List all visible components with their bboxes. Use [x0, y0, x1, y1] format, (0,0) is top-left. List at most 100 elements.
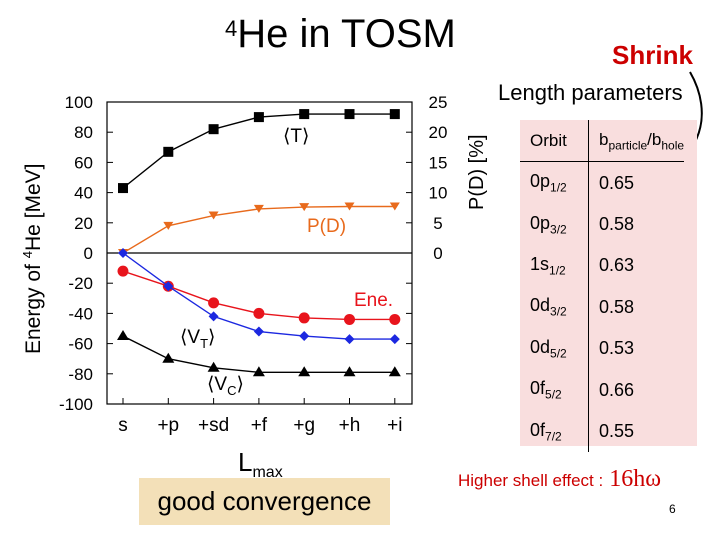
- data-point: [298, 312, 310, 324]
- table-row: 0p1/2 0.65: [520, 161, 684, 204]
- series-label-VT: ⟨VT⟩: [180, 327, 215, 351]
- page-number: 6: [669, 502, 676, 516]
- y-tick-label: 0: [84, 244, 93, 263]
- data-point: [253, 112, 264, 123]
- data-point: [163, 221, 174, 230]
- data-point: [117, 330, 129, 341]
- data-point: [208, 124, 219, 135]
- data-point: [207, 361, 220, 372]
- orbit-cell: 0f7/2: [520, 410, 589, 453]
- data-point: [299, 203, 310, 212]
- value-cell: 0.55: [599, 420, 635, 441]
- length-parameters-label: Length parameters: [498, 80, 683, 105]
- x-tick-label: +sd: [198, 415, 229, 436]
- higher-shell-note: Higher shell effect :16hω: [458, 466, 662, 492]
- y2-tick-label: 0: [433, 244, 442, 263]
- data-point: [389, 109, 400, 120]
- data-point: [388, 366, 401, 377]
- orbit-cell: 0d5/2: [520, 327, 589, 370]
- y-tick-label: -20: [68, 274, 93, 293]
- data-point: [253, 326, 264, 337]
- data-point: [252, 366, 265, 377]
- y-tick-label: -60: [68, 335, 93, 354]
- header-orbit: Orbit: [520, 120, 589, 163]
- y2-tick-label: 10: [429, 184, 448, 203]
- data-point: [343, 366, 356, 377]
- slide-title: 4He in TOSM: [225, 12, 456, 56]
- data-point: [208, 297, 220, 309]
- y2-tick-label: 5: [433, 214, 442, 233]
- data-point: [344, 313, 355, 325]
- y2-tick-label: 25: [429, 93, 448, 112]
- table-header-row: Orbit bparticle/bhole: [520, 120, 685, 163]
- data-point: [118, 248, 128, 258]
- x-axis-label: Lmax: [238, 447, 283, 482]
- chart-marks: 100 80 60 40 20 0 -20 -40 -60 -80 -100 25 20 15 10 5 0 s +…: [59, 93, 447, 436]
- y-tick-label: 20: [74, 214, 93, 233]
- data-point: [253, 307, 265, 319]
- y2-axis-label: P(D) [%]: [466, 134, 488, 210]
- shrink-label: Shrink: [612, 40, 693, 70]
- table-row: 0d3/2 0.58: [520, 286, 684, 328]
- table-row: 0p3/2 0.58: [520, 203, 684, 246]
- y2-tick-label: 20: [429, 123, 448, 142]
- value-cell: 0.53: [599, 338, 635, 359]
- data-point: [389, 334, 400, 345]
- data-point: [208, 311, 219, 322]
- orbit-cell: 1s1/2: [520, 245, 589, 287]
- y-tick-label: -40: [68, 304, 93, 323]
- value-cell: 0.66: [599, 379, 635, 400]
- series-label-Ene: Ene.: [354, 290, 393, 311]
- orbit-cell: 0p3/2: [520, 203, 589, 246]
- series-label-T: ⟨T⟩: [283, 126, 309, 147]
- table-row: 1s1/2 0.63: [520, 245, 684, 287]
- x-tick-label: +h: [339, 415, 361, 436]
- x-tick-label: s: [118, 415, 128, 436]
- data-point: [299, 331, 310, 342]
- y-tick-label: 80: [74, 123, 93, 142]
- y-tick-label: -80: [68, 365, 93, 384]
- data-point: [163, 281, 174, 292]
- data-point: [208, 211, 219, 220]
- table-row: 0f7/2 0.55: [520, 410, 684, 453]
- value-cell: 0.58: [599, 296, 635, 317]
- x-tick-label: +i: [387, 415, 402, 436]
- table-row: 0f5/2 0.66: [520, 369, 684, 411]
- orbit-cell: 0f5/2: [520, 369, 589, 411]
- y-tick-label: 60: [74, 153, 93, 172]
- data-point: [118, 183, 128, 194]
- orbit-cell: 0d3/2: [520, 286, 589, 328]
- x-tick-label: +p: [157, 415, 179, 436]
- data-point: [344, 334, 355, 345]
- length-parameter-table: Orbit bparticle/bhole 0p1/2 0.65 0p3/2 0…: [520, 120, 685, 453]
- y-axis-label: Energy of 4He [MeV]: [20, 164, 45, 355]
- data-point: [344, 109, 355, 120]
- y2-tick-label: 15: [429, 153, 448, 172]
- data-point: [117, 265, 129, 277]
- value-cell: 0.58: [599, 213, 635, 234]
- value-cell: 0.63: [599, 255, 635, 276]
- data-point: [298, 366, 311, 377]
- data-point: [253, 204, 264, 213]
- table-row: 0d5/2 0.53: [520, 327, 684, 370]
- value-cell: 0.65: [599, 172, 635, 193]
- series-line-1: [122, 205, 395, 254]
- header-ratio: bparticle/bhole: [588, 120, 685, 163]
- x-tick-label: +f: [251, 415, 268, 436]
- series-label-PD: P(D): [307, 216, 346, 237]
- orbit-cell: 0p1/2: [520, 161, 589, 204]
- x-tick-label: +g: [293, 415, 315, 436]
- data-point: [162, 352, 175, 363]
- good-convergence-box: good convergence: [139, 478, 390, 525]
- higher-shell-value: 16hω: [609, 466, 662, 492]
- y-tick-label: 100: [65, 93, 93, 112]
- y-tick-label: 40: [74, 184, 93, 203]
- y-tick-label: -100: [59, 395, 93, 414]
- series-label-VC: ⟨VC⟩: [207, 374, 244, 398]
- data-point: [299, 109, 310, 120]
- data-point: [163, 146, 174, 157]
- data-point: [389, 313, 401, 325]
- data-point: [344, 202, 355, 211]
- data-point: [389, 202, 400, 211]
